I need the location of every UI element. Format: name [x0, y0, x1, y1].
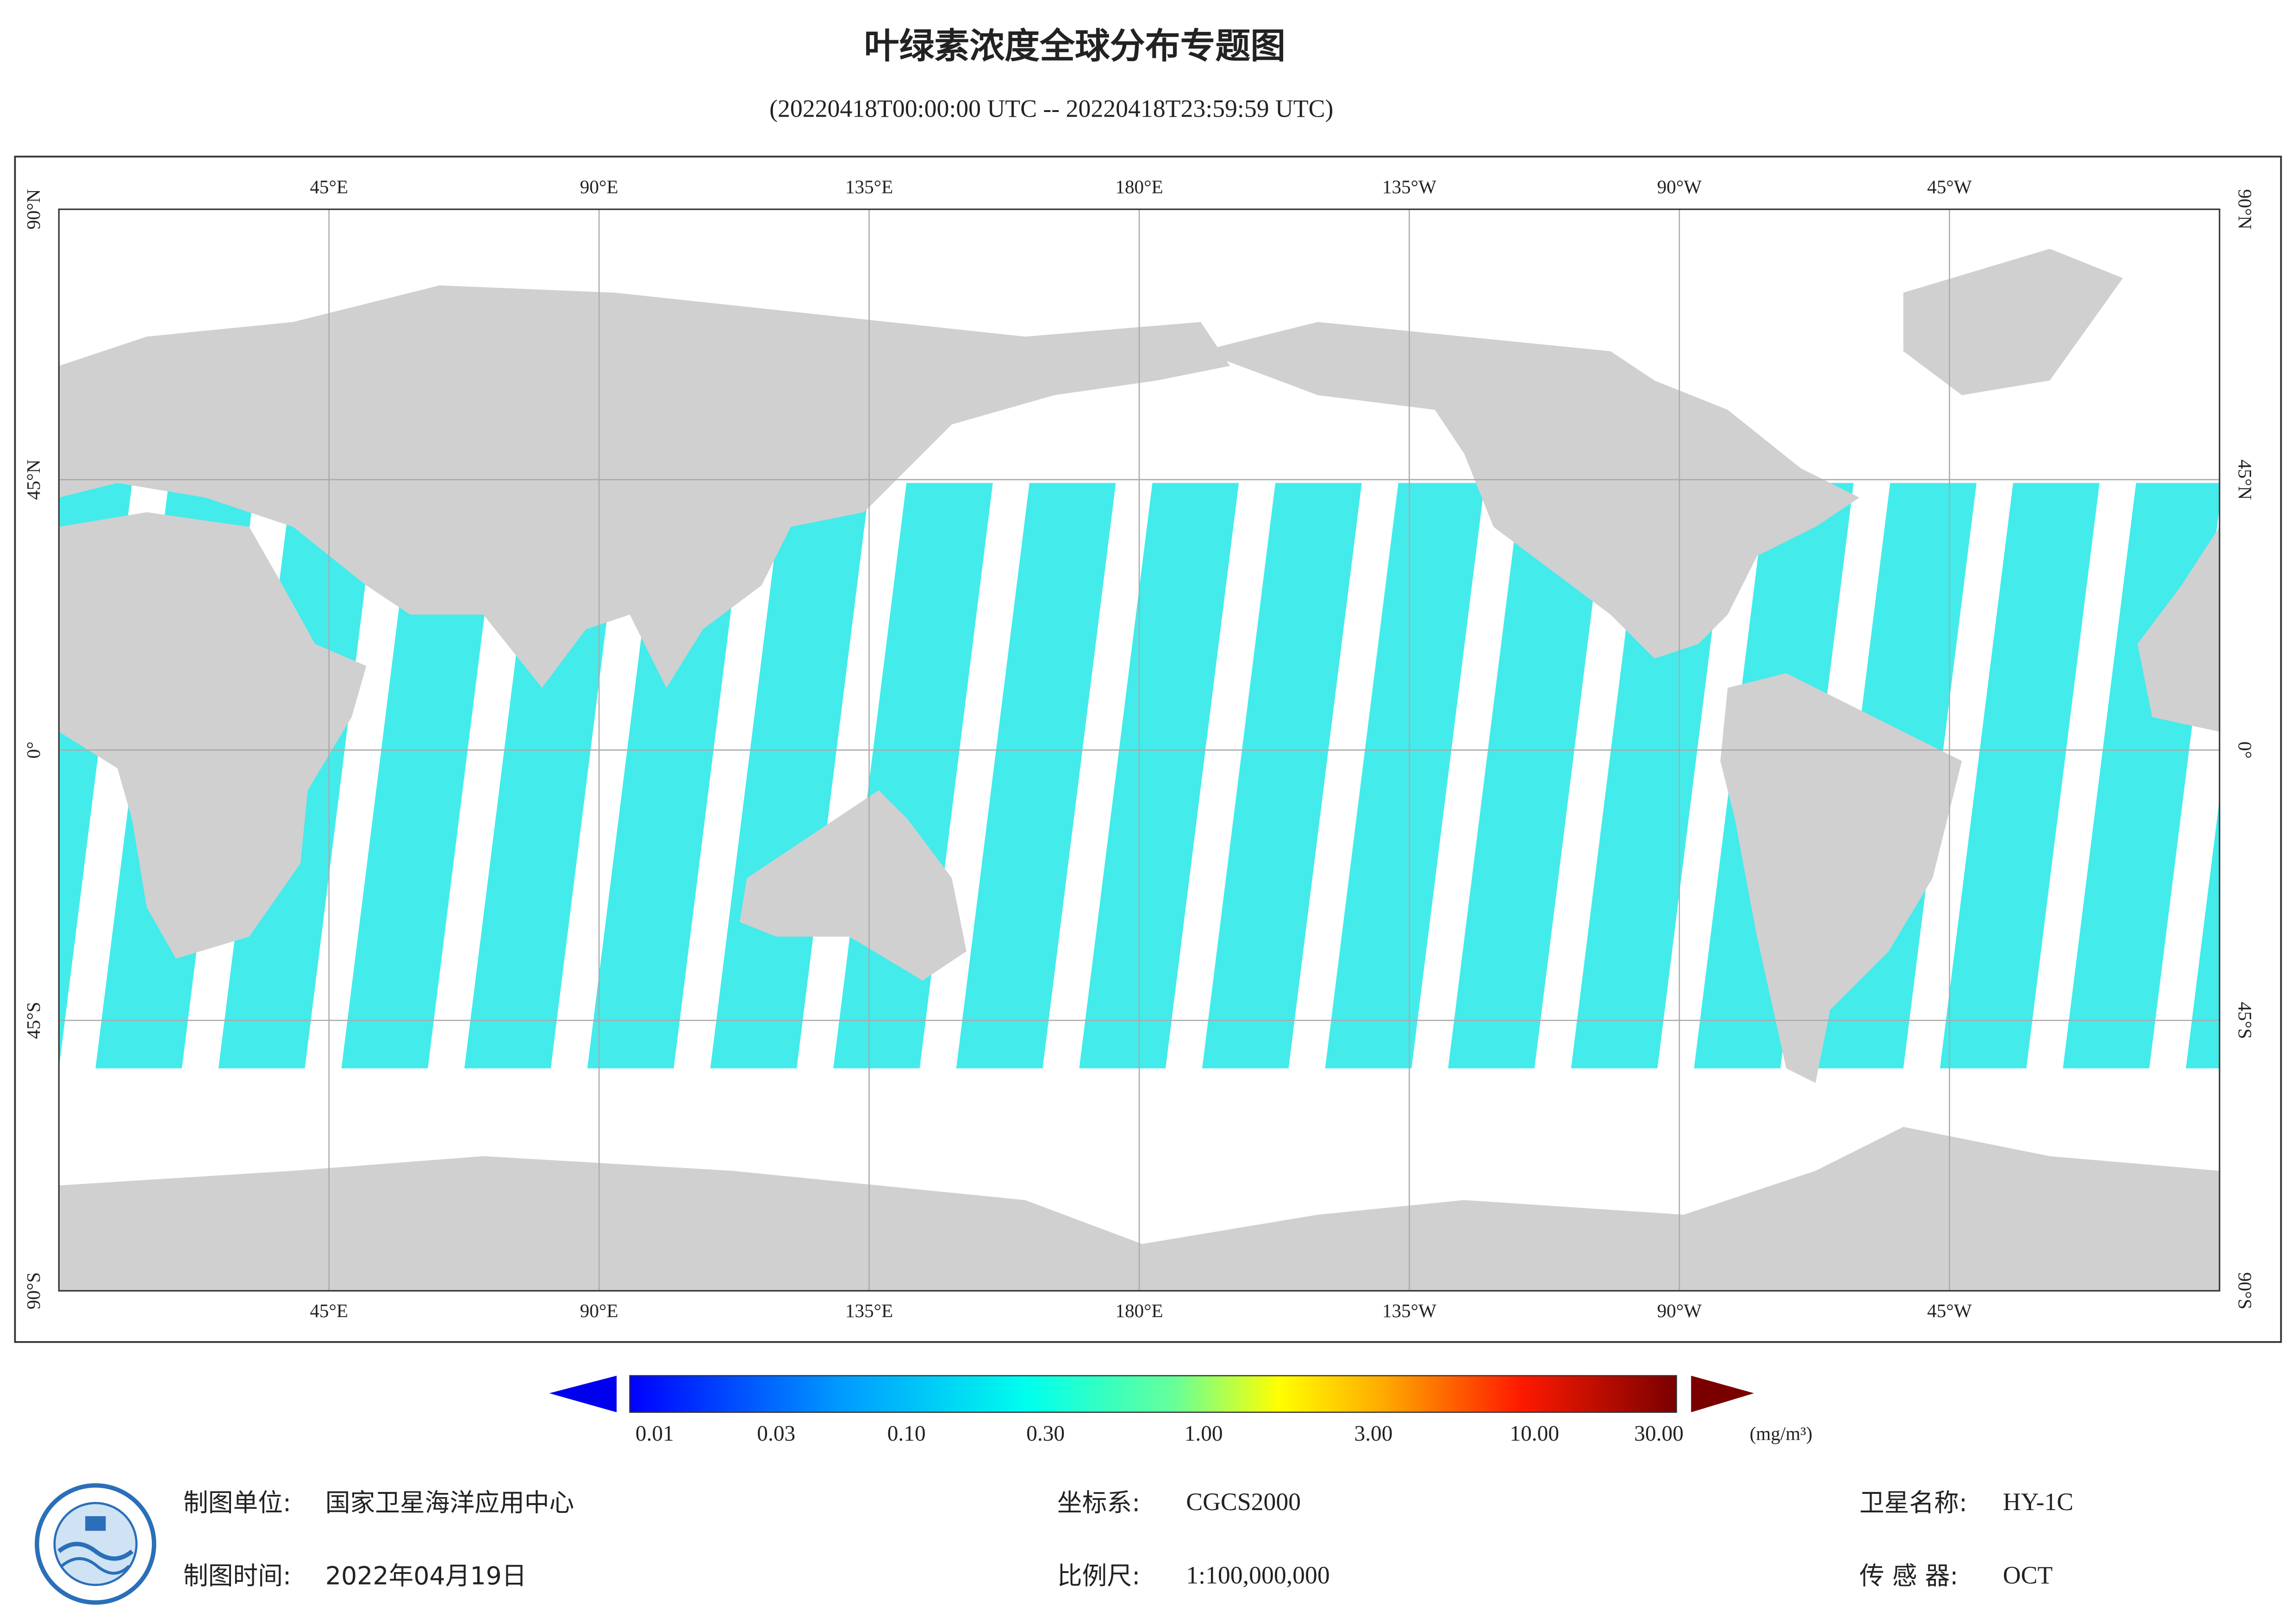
colorbar-label: 10.00	[1510, 1422, 1559, 1446]
colorbar-label: 0.03	[757, 1422, 795, 1446]
lon-label-bottom: 135°W	[1382, 1300, 1436, 1321]
swath-gap	[1903, 483, 2013, 1069]
south-america	[1720, 673, 1962, 1083]
swath-gap	[1165, 483, 1276, 1069]
lon-label-top: 135°E	[845, 176, 893, 197]
colorbar-high-arrow	[1691, 1375, 1754, 1412]
lat-label-left: 90°N	[23, 189, 44, 230]
title: 叶绿素浓度全球分布专题图	[864, 25, 1286, 66]
footer-value: 1:100,000,000	[1186, 1561, 1330, 1589]
footer-label: 坐标系:	[1057, 1488, 1140, 1517]
lat-label-right: 45°S	[2234, 1002, 2256, 1039]
swath-gap	[1288, 483, 1398, 1069]
north-america	[1200, 322, 1859, 659]
swath-gap	[305, 483, 415, 1069]
lon-label-top: 45°E	[310, 176, 348, 197]
lat-label-left: 90°S	[23, 1272, 44, 1309]
lon-label-bottom: 180°E	[1115, 1300, 1163, 1321]
lat-label-right: 0°	[2234, 741, 2256, 759]
footer-label: 比例尺:	[1057, 1561, 1140, 1591]
footer-label: 传 感 器:	[1859, 1561, 1959, 1591]
swath-gap	[674, 483, 784, 1069]
africa	[59, 512, 367, 959]
lon-label-top: 90°W	[1657, 176, 1702, 197]
lat-label-right: 90°S	[2234, 1272, 2256, 1309]
footer-value: 国家卫星海洋应用中心	[325, 1488, 574, 1517]
footer-value: OCT	[2003, 1561, 2053, 1589]
lon-label-bottom: 90°E	[580, 1300, 618, 1321]
lon-label-bottom: 45°E	[310, 1300, 348, 1321]
lat-label-right: 45°N	[2234, 460, 2256, 500]
colorbar	[629, 1375, 1677, 1413]
greenland	[1903, 249, 2123, 395]
lon-label-top: 45°W	[1927, 176, 1972, 197]
map-frame	[14, 155, 2282, 1343]
colorbar-label: 0.10	[887, 1422, 926, 1446]
eurasia	[59, 285, 1230, 688]
footer-label: 制图时间:	[183, 1561, 291, 1591]
swath-gap	[2026, 483, 2136, 1069]
graticule	[59, 209, 2220, 1291]
lat-label-right: 90°N	[2234, 189, 2256, 230]
swath-gap	[1042, 483, 1153, 1069]
australia	[739, 790, 967, 981]
colorbar-unit: (mg/m³)	[1750, 1423, 1813, 1445]
coordinate-labels: 45°E 45°E 90°E 90°E 135°E 135°E 180°E 180°E 135°…	[23, 176, 2256, 1321]
lon-label-bottom: 45°W	[1927, 1300, 1972, 1321]
footer-value: 2022年04月19日	[325, 1561, 527, 1591]
lon-label-bottom: 135°E	[845, 1300, 893, 1321]
map-border	[58, 208, 2221, 1292]
lon-label-top: 180°E	[1115, 176, 1163, 197]
swath-gap	[1411, 483, 1522, 1069]
colorbar-label: 0.01	[636, 1422, 674, 1446]
lon-label-bottom: 90°W	[1657, 1300, 1702, 1321]
subtitle: (20220418T00:00:00 UTC -- 20220418T23:59…	[769, 95, 1333, 123]
lat-label-left: 45°N	[23, 460, 44, 500]
lat-label-left: 45°S	[23, 1002, 44, 1039]
colorbar-label: 0.30	[1026, 1422, 1065, 1446]
logo	[35, 1483, 156, 1605]
colorbar-labels: 0.01 0.03 0.10 0.30 1.00 3.00 10.00 30.00	[636, 1422, 1684, 1446]
africa-west	[2137, 527, 2220, 732]
map-body	[59, 209, 2220, 1291]
colorbar-label: 30.00	[1634, 1422, 1684, 1446]
swath-gap	[1534, 483, 1645, 1069]
colorbar-low-arrow	[549, 1375, 617, 1412]
lon-label-top: 90°E	[580, 176, 618, 197]
lat-label-left: 0°	[23, 741, 44, 759]
colorbar-label: 3.00	[1354, 1422, 1392, 1446]
colorbar-label: 1.00	[1185, 1422, 1223, 1446]
lon-label-top: 135°W	[1382, 176, 1436, 197]
footer-value: CGCS2000	[1186, 1488, 1301, 1516]
footer-label: 制图单位:	[183, 1488, 291, 1517]
footer-label: 卫星名称:	[1859, 1488, 1967, 1517]
swath-gap	[1657, 483, 1767, 1069]
footer-value: HY-1C	[2003, 1488, 2073, 1516]
swath-gap	[550, 483, 661, 1069]
